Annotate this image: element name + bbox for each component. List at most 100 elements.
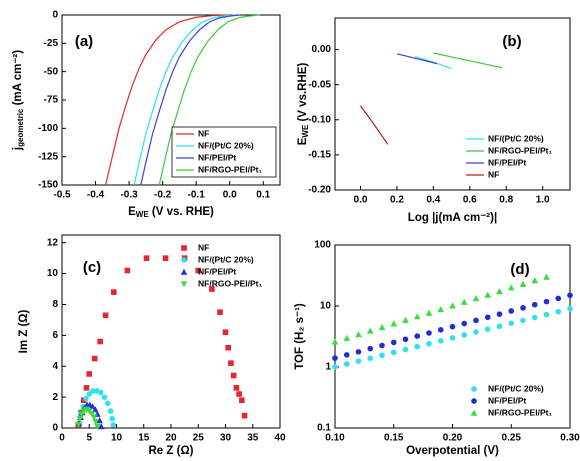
marker <box>473 317 479 324</box>
marker <box>426 330 432 336</box>
marker <box>209 286 215 292</box>
marker <box>519 280 527 287</box>
x-tick-label: 0.2 <box>390 195 404 206</box>
y-tick-label: 0.1 <box>317 423 331 434</box>
marker <box>413 313 421 320</box>
legend-label: NF <box>198 242 209 252</box>
legend-marker <box>180 281 188 288</box>
marker <box>496 323 503 330</box>
marker <box>567 305 573 312</box>
y-axis-label-sub: WE <box>301 124 310 138</box>
y-tick-label: 0 <box>52 10 58 21</box>
x-tick-label: 35 <box>247 433 259 444</box>
legend-label: NF/RGO-PEI/Pt₁ <box>198 164 262 174</box>
marker <box>531 277 539 284</box>
marker <box>437 305 445 313</box>
legend-marker <box>180 268 188 275</box>
legend-marker <box>181 245 187 251</box>
legend-label: NF/(Pt/C 20%) <box>488 383 544 393</box>
x-axis-label: EWE (V vs. RHE) <box>128 206 214 219</box>
marker <box>460 298 468 305</box>
marker <box>217 309 223 315</box>
marker <box>367 345 374 352</box>
marker <box>425 309 433 316</box>
y-tick-label: 10 <box>320 301 332 312</box>
marker <box>225 344 232 351</box>
marker <box>531 314 538 321</box>
marker <box>228 360 234 366</box>
marker <box>496 311 503 317</box>
legend-label: NF <box>488 169 499 179</box>
marker <box>414 333 421 339</box>
series-line <box>158 14 260 186</box>
marker <box>472 295 480 302</box>
marker <box>88 411 96 418</box>
x-tick-label: -0.3 <box>120 190 138 201</box>
marker <box>531 301 538 308</box>
y-tick-label: -50 <box>44 66 59 77</box>
y-tick-label: -150 <box>38 180 58 191</box>
marker <box>426 340 432 347</box>
marker <box>402 316 409 323</box>
y-axis-label-rest: (mA cm⁻²) <box>12 50 24 109</box>
legend-label: NF/RGO-PEI/Pt₁ <box>488 145 552 155</box>
x-axis-label-main: E <box>128 206 136 218</box>
marker <box>236 391 242 397</box>
x-axis-label: Overpotential (V) <box>406 445 499 457</box>
marker <box>378 323 386 331</box>
x-tick-label: 0.8 <box>499 195 513 206</box>
x-tick-label: 1.0 <box>536 195 550 206</box>
marker <box>414 343 421 350</box>
marker <box>355 331 362 338</box>
marker <box>484 314 491 321</box>
marker <box>484 291 492 298</box>
marker <box>89 403 96 410</box>
y-axis-label: EWE (V vs.RHE) <box>297 63 310 146</box>
marker <box>76 415 84 423</box>
marker <box>567 292 573 299</box>
marker <box>379 342 385 349</box>
marker <box>461 332 468 338</box>
marker <box>110 422 117 428</box>
y-tick-label: -125 <box>38 151 58 162</box>
y-tick-label: 100 <box>314 240 331 251</box>
legend-label: NF <box>198 128 209 138</box>
marker <box>496 288 503 295</box>
marker <box>543 311 550 318</box>
panel-label: (d) <box>510 261 529 278</box>
marker <box>366 327 374 334</box>
panel-label: (a) <box>75 33 93 50</box>
legend-label: NF/RGO-PEI/Pt₁ <box>198 278 262 288</box>
y-axis-label-main: j <box>12 147 24 151</box>
x-tick-label: 0 <box>59 433 65 444</box>
y-axis-label: Im Z (Ω) <box>18 309 30 353</box>
x-tick-label: 25 <box>193 433 205 444</box>
marker <box>543 273 550 280</box>
y-tick-label: -0.20 <box>308 185 331 196</box>
x-tick-label: 0.6 <box>463 195 477 206</box>
x-tick-label: -0.1 <box>188 190 206 201</box>
legend-box <box>171 126 277 178</box>
marker <box>86 391 93 397</box>
legend-label: NF/(Pt/C 20%) <box>198 254 254 264</box>
x-tick-label: 20 <box>165 433 177 444</box>
marker <box>437 327 444 333</box>
y-tick-label: 0 <box>52 423 58 434</box>
x-tick-label: 0.30 <box>560 433 580 444</box>
series-line <box>360 105 389 145</box>
marker <box>555 308 562 315</box>
legend-label: NF/(Pt/C 20%) <box>198 140 254 150</box>
legend-marker <box>471 386 477 392</box>
legend-label: NF/PEI/Pt <box>198 152 236 162</box>
marker <box>97 338 103 345</box>
legend-label: NF/PEI/Pt <box>488 157 526 167</box>
y-axis-label: TOF (H₂ s⁻¹) <box>294 303 306 370</box>
marker <box>461 320 468 327</box>
x-tick-label: 0.20 <box>443 433 463 444</box>
y-tick-label: 10 <box>47 268 59 279</box>
marker <box>83 385 90 391</box>
x-tick-label: -0.2 <box>154 190 172 201</box>
marker <box>449 335 456 341</box>
x-tick-label: 0.1 <box>256 190 270 201</box>
x-axis-label: Re Z (Ω) <box>149 445 194 457</box>
